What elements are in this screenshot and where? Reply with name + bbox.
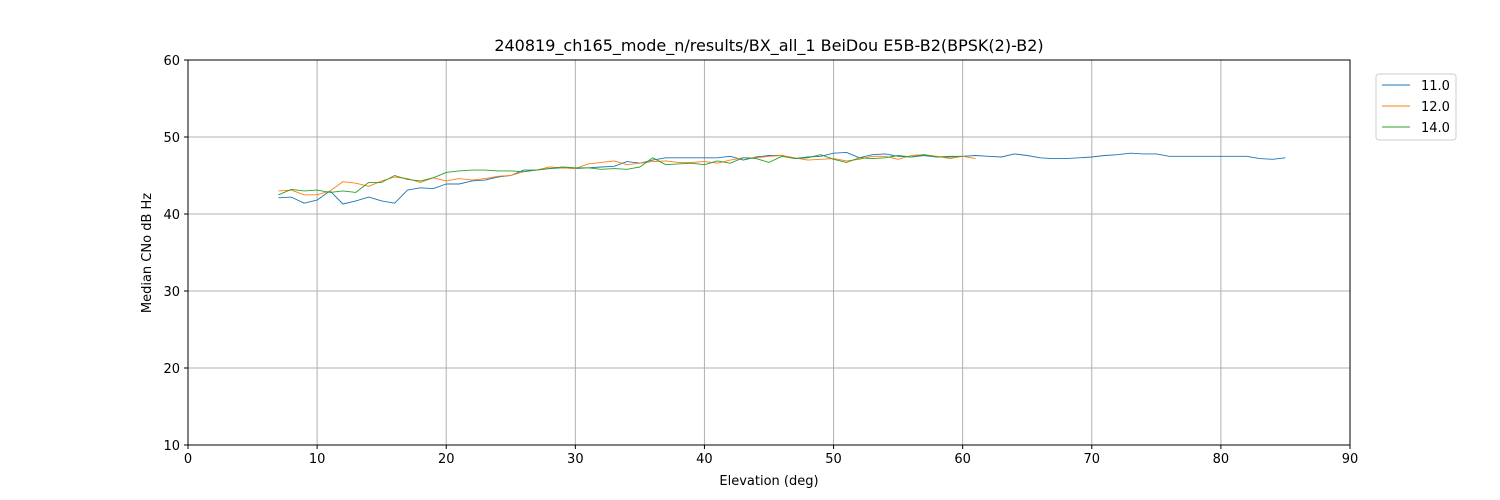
y-tick-label: 20: [163, 362, 180, 377]
y-tick-label: 40: [163, 208, 180, 223]
y-tick-label: 50: [163, 131, 180, 146]
plot-area-frame: [187, 59, 1351, 446]
x-tick-label: 70: [1084, 452, 1101, 467]
legend: 11.0 12.0 14.0: [1375, 73, 1457, 141]
x-tick-label: 20: [438, 452, 455, 467]
legend-label: 14.0: [1421, 121, 1450, 136]
x-tick-label: 40: [696, 452, 713, 467]
ticks: 0 10 20 30 40 50 60 70 80 90 10 20 30 40 50 60: [163, 54, 1358, 467]
x-tick-label: 60: [954, 452, 971, 467]
series-lines: [278, 151, 1286, 205]
legend-label: 11.0: [1421, 79, 1450, 94]
x-tick-label: 0: [184, 452, 192, 467]
x-axis-title: Elevation (deg): [719, 474, 818, 489]
series-line-12-0: [278, 154, 976, 196]
x-tick-label: 30: [567, 452, 584, 467]
x-tick-label: 10: [309, 452, 326, 467]
y-axis-title: Median CNo dB Hz: [140, 193, 155, 313]
x-tick-label: 50: [825, 452, 842, 467]
series-line-14-0: [278, 154, 963, 196]
x-tick-label: 90: [1342, 452, 1359, 467]
legend-label: 12.0: [1421, 100, 1450, 115]
x-tick-label: 80: [1213, 452, 1230, 467]
y-tick-label: 60: [163, 54, 180, 69]
chart-title: 240819_ch165_mode_n/results/BX_all_1 Bei…: [494, 36, 1043, 56]
y-tick-label: 30: [163, 285, 180, 300]
legend-frame: [1375, 73, 1457, 141]
y-tick-label: 10: [163, 439, 180, 454]
